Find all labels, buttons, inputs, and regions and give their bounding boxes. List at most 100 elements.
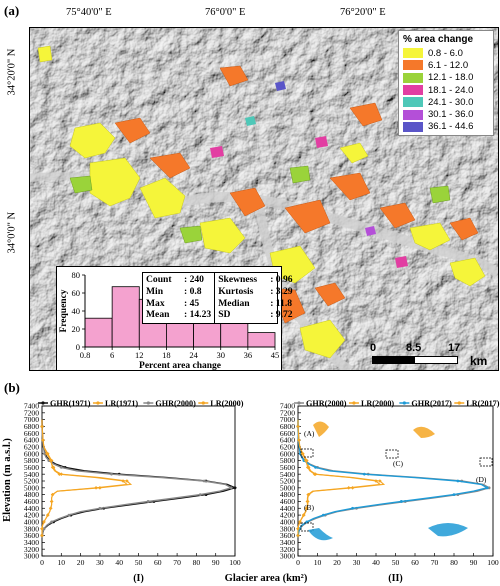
legend-swatch (403, 85, 423, 96)
hist-xtick: 0.8 (80, 350, 91, 360)
callout-box (479, 457, 493, 467)
hist-xtick: 36 (244, 350, 253, 360)
ytick-label: 7000 (280, 415, 295, 424)
stat-row: SD: 9.72 (218, 309, 292, 321)
ytick-label: 6200 (24, 443, 39, 452)
ytick-label: 7200 (24, 408, 39, 417)
ytick-label: 4800 (24, 490, 39, 499)
stat-value: : 9.72 (270, 309, 293, 321)
hist-ytick: 20 (72, 324, 81, 334)
xtick-label: 10 (58, 558, 66, 567)
series-point (67, 513, 71, 517)
legend-item: 30.1 - 36.0 (403, 108, 489, 120)
ytick-label: 6800 (280, 422, 295, 431)
xtick-label: 90 (212, 558, 220, 567)
series-point (45, 451, 49, 456)
ytick-label: 3800 (280, 524, 295, 533)
xtick-label: 100 (487, 558, 499, 567)
ytick-label: 4400 (24, 504, 39, 513)
legend-entry: GHR(1971) (50, 399, 91, 408)
stat-key: Count (146, 274, 172, 285)
ytick-label: 5000 (280, 483, 295, 492)
stat-value: : 0.8 (184, 285, 202, 297)
legend-marker (96, 401, 100, 405)
elevation-area-charts: 3000320034003600380040004200440046004800… (2, 399, 500, 584)
stats-right-col: Skewness: 0.96 Kurtosis: 3.29 Median: 11.8… (214, 273, 295, 323)
hist-xtick: 12 (135, 350, 144, 360)
hist-ytick: 60 (72, 288, 81, 298)
ytick-label: 6800 (24, 422, 39, 431)
series-point (321, 513, 325, 517)
ytick-label: 5000 (24, 483, 39, 492)
lat-label-2: 34°0'0" N (6, 211, 18, 254)
hist-xtick: 45 (271, 350, 280, 360)
scale-label-mid: 8.5 (406, 342, 422, 354)
legend-entry: GHR(2000) (306, 399, 347, 408)
legend-item: 18.1 - 24.0 (403, 84, 489, 96)
series-point (301, 513, 306, 517)
xtick-label: 50 (135, 558, 143, 567)
hist-bar (84, 317, 113, 348)
stat-key: Mean (146, 309, 170, 321)
xtick-label: 30 (96, 558, 104, 567)
xtick-label: 0 (296, 558, 300, 567)
ytick-label: 6600 (280, 429, 295, 438)
series-point (296, 424, 300, 429)
series-point (485, 486, 489, 490)
ytick-label: 5200 (24, 477, 39, 486)
series-point (125, 479, 129, 483)
series-point (300, 451, 305, 456)
legend-swatch (403, 48, 423, 59)
series-point (314, 465, 317, 469)
stat-row: Max: 45 (146, 298, 211, 310)
xtick-label: 70 (173, 558, 181, 567)
legend-label: 0.8 - 6.0 (428, 47, 463, 59)
legend-entry: LR(2000) (210, 399, 243, 408)
series-point (374, 479, 378, 483)
ytick-label: 3400 (24, 538, 39, 547)
histogram-inset: 0 20 40 60 80 0.8 6 12 18 24 30 36 45 Percent area ch… (56, 266, 293, 370)
stat-row: Count: 240 (146, 274, 211, 286)
map-legend: % area change 0.8 - 6.0 6.1 - 12.0 12.1 - … (398, 30, 494, 137)
legend-title: % area change (403, 34, 474, 45)
ytick-label: 3200 (280, 545, 295, 554)
series-point (229, 486, 233, 490)
series-point (487, 486, 491, 490)
callout-label: (B) (304, 503, 315, 512)
lon-label-2: 76°0'0" E (205, 7, 246, 18)
lat-label-1: 34°20'0" N (6, 48, 18, 96)
legend-marker (457, 401, 461, 405)
series-point (146, 500, 150, 503)
stat-key: Median (218, 297, 250, 309)
ytick-label: 4000 (280, 518, 295, 527)
legend-entry: GHR(2000) (155, 399, 196, 408)
xtick-label: 20 (333, 558, 341, 567)
ytick-label: 6400 (24, 436, 39, 445)
series-point (202, 479, 206, 483)
series-point (110, 472, 113, 476)
series-point (59, 465, 63, 469)
legend-marker (201, 401, 205, 405)
b-xlabel: Glacier area (km²) (225, 573, 308, 584)
series-point (49, 499, 54, 504)
series-point (41, 438, 45, 442)
ytick-label: 4200 (24, 511, 39, 520)
ytick-label: 3200 (24, 545, 39, 554)
series-point (94, 486, 98, 490)
series-line (41, 419, 233, 536)
ytick-label: 5600 (24, 463, 39, 472)
legend-marker (352, 401, 356, 405)
ytick-label: 3600 (24, 531, 39, 540)
series-point (399, 500, 403, 503)
ytick-label: 5800 (24, 456, 39, 465)
stats-left-col: Count: 240 Min: 0.8 Max: 45 Mean: 14.23 (143, 273, 214, 323)
legend-marker (146, 401, 150, 405)
ytick-label: 6200 (280, 443, 295, 452)
xtick-label: 30 (353, 558, 361, 567)
xtick-label: 60 (411, 558, 419, 567)
xtick-label: 50 (392, 558, 400, 567)
xtick-label: 0 (40, 558, 44, 567)
series-line (297, 419, 489, 536)
series-line (297, 419, 491, 536)
panel-b-label: (b) (4, 380, 20, 395)
